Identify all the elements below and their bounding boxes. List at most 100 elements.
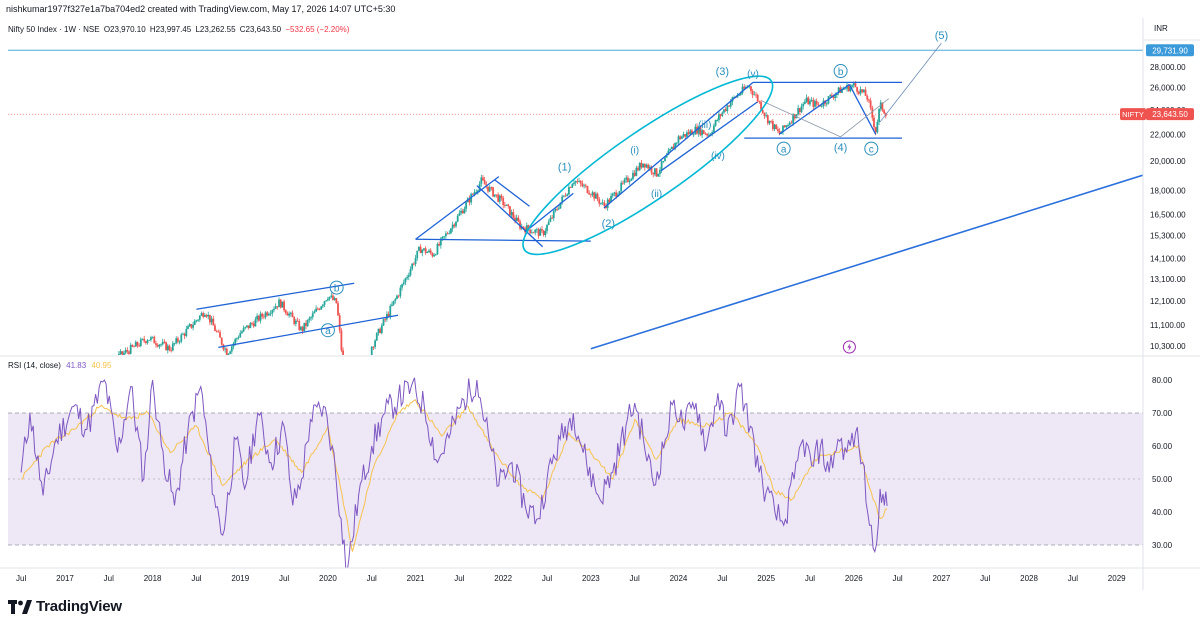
candle-body [321,304,324,307]
candle-body [305,322,307,326]
candle-body [56,397,58,401]
wave-label[interactable]: a [781,144,787,155]
candle-body [471,193,474,195]
candle-body [150,337,152,340]
candle-body [261,313,264,317]
candle-body [552,210,555,219]
candle-body [561,196,564,203]
wave3-channel-line[interactable] [603,81,754,209]
candle-body [664,157,666,162]
candle-body [40,399,42,402]
candle-body [192,324,194,328]
price-plot[interactable]: (1) (2) (3) (4) (5) (i) (ii) (iii) (iv) (v) a b c a b [8,30,1143,429]
rsi-pane[interactable] [8,377,1143,572]
candle-body [844,88,847,90]
wave-label[interactable]: (1) [558,161,571,173]
wave-label[interactable]: (iv) [711,151,725,162]
projection-line-1[interactable] [761,100,841,138]
candle-body [503,205,506,206]
candle-body [606,199,609,209]
candle-body [219,332,221,338]
candle-body [441,236,444,239]
candle-body [61,402,63,403]
horizontal-support-line[interactable] [415,238,591,242]
candle-body [812,99,815,107]
candle-body [615,192,618,197]
candle-body [854,83,857,88]
projection-line-2[interactable] [840,98,890,138]
candle-body [456,215,459,222]
wave3-channel-line-2[interactable] [660,101,758,172]
candle-body [374,340,376,347]
price-tick-label: 16,500.00 [1150,211,1186,220]
candle-body [879,102,882,109]
candle-body [568,187,570,195]
candle-body [34,407,36,408]
time-tick-label: 2027 [933,574,951,583]
candle-body [252,323,255,327]
long-term-trendline[interactable] [590,174,1143,350]
symbol-tag[interactable] [1120,108,1146,121]
tradingview-brand: TradingView [36,598,122,615]
candle-body [448,233,451,234]
last-price-tag[interactable] [1146,108,1194,121]
candle-body [532,232,535,234]
candle-body [367,357,369,362]
candle-body [397,295,400,297]
tradingview-logo[interactable]: TradingView [8,598,122,615]
candle-body [79,385,81,390]
falling-wedge-line[interactable] [476,185,544,248]
wedge-lower-line[interactable] [218,314,399,348]
wave-label[interactable]: (v) [747,69,759,80]
candle-body [256,315,259,320]
candle-body [758,101,761,103]
candle-body [800,106,803,112]
candle-body [859,89,862,94]
candle-body [116,358,118,359]
rsi-line[interactable] [20,377,888,572]
rsi-name[interactable]: RSI (14, close) [8,361,61,370]
wave-label[interactable]: (5) [935,30,948,42]
rsi-plot[interactable] [8,377,1143,572]
candle-body [115,359,117,360]
rising-wedge-line[interactable] [529,192,574,229]
symbol-name[interactable]: Nifty 50 Index · 1W · NSE [8,25,100,34]
candle-body [118,354,120,355]
price-pane[interactable]: (1) (2) (3) (4) (5) (i) (ii) (iii) (iv) (v) a b c a b [8,30,1143,429]
candle-body [750,86,752,91]
wave-label[interactable]: b [334,283,340,294]
candle-body [72,393,74,398]
wave-label[interactable]: a [325,326,331,337]
wave-label[interactable]: (2) [602,218,615,230]
candle-body [241,331,243,334]
candle-body [753,94,756,96]
candle-body [88,378,90,379]
chart-header-credit: nishkumar1977f327e1a7ba704ed2 created wi… [6,4,396,14]
wave-label[interactable]: (4) [834,142,847,154]
candle-body [106,366,108,369]
wave-label-circle [329,280,344,295]
candle-body [310,317,312,319]
candle-body [534,229,537,233]
candle-body [564,195,567,197]
wave-label[interactable]: (3) [716,66,729,78]
wave-label[interactable]: (ii) [651,189,662,200]
wave-label[interactable]: c [869,144,874,155]
wave-label[interactable]: (iii) [698,120,711,131]
rising-trendline[interactable] [415,176,500,240]
wedge-upper-line[interactable] [196,282,355,310]
wave3-ellipse[interactable] [505,53,790,278]
candle-body [121,351,124,355]
wave5-projection-line[interactable] [879,42,942,123]
rsi-sma-line[interactable] [21,399,888,552]
wave-label[interactable]: (i) [630,146,639,157]
wave-label[interactable]: b [838,67,844,78]
falling-wedge-line-2[interactable] [494,179,530,207]
target-price-tag[interactable] [1146,44,1194,57]
wave4-diagonal-2[interactable] [848,84,877,135]
candle-body [188,324,191,327]
price-legend: Nifty 50 Index · 1W · NSE O23,970.10 H23… [8,25,349,34]
wave4-diagonal-1[interactable] [778,83,850,135]
candle-body [215,330,218,332]
